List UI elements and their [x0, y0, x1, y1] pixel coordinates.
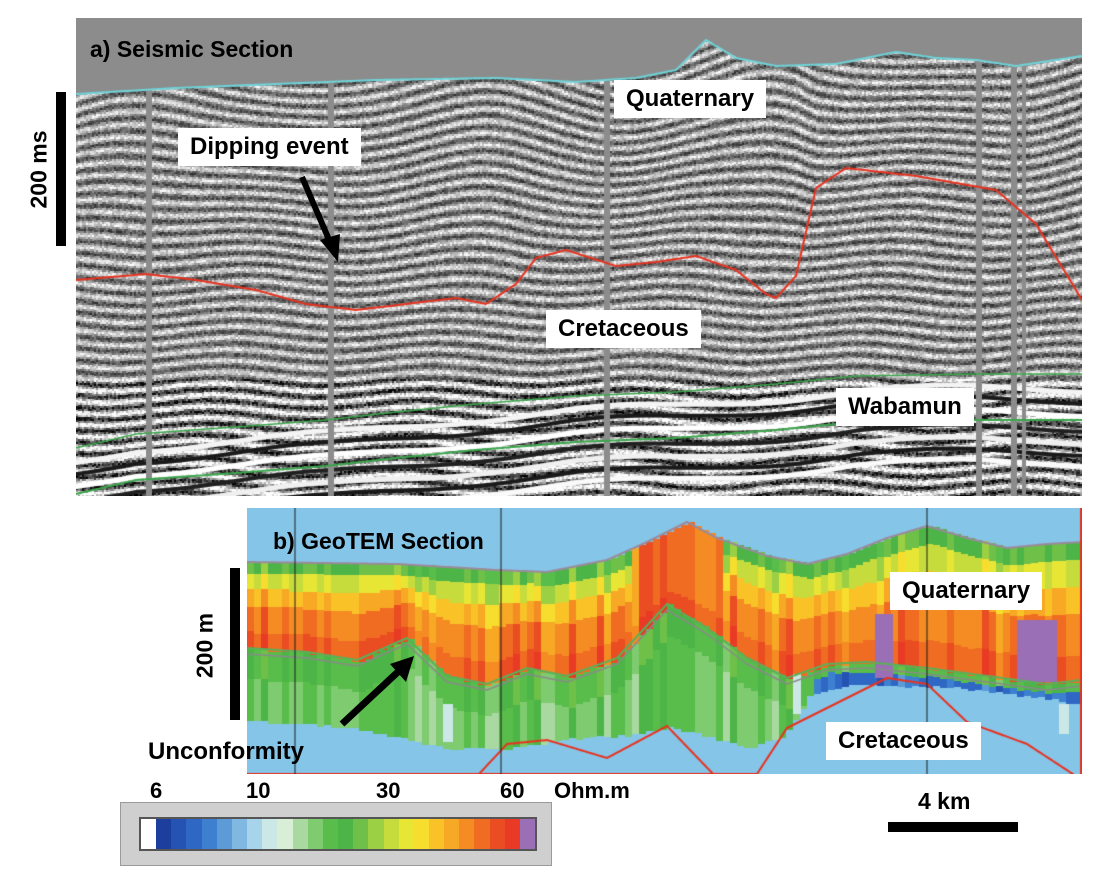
- depth-scale-label: 200 m: [191, 612, 218, 679]
- colorbar-swatch: [156, 819, 172, 849]
- depth-scale-bar: [230, 568, 240, 720]
- colorbar-swatch: [428, 819, 445, 849]
- colorbar-swatch: [413, 819, 429, 849]
- colorbar-swatch: [459, 819, 475, 849]
- colorbar-swatch: [353, 819, 369, 849]
- distance-scale-label: 4 km: [918, 788, 971, 814]
- colorbar-swatch: [474, 819, 490, 849]
- colorbar-tick: 6: [150, 778, 163, 803]
- dipping-event-label: Dipping event: [178, 128, 361, 166]
- colorbar-swatch: [519, 819, 536, 849]
- colorbar-swatch: [141, 819, 157, 849]
- colorbar-swatch: [307, 819, 323, 849]
- colorbar-swatch: [322, 819, 339, 849]
- colorbar-swatch: [338, 819, 354, 849]
- colorbar-tick: 30: [376, 778, 401, 803]
- cretaceous-label-a: Cretaceous: [546, 310, 701, 348]
- colorbar-swatch: [262, 819, 278, 849]
- colorbar-swatch: [504, 819, 520, 849]
- colorbar-tick: 60: [500, 778, 525, 803]
- seismic-title: a) Seismic Section: [90, 36, 294, 62]
- colorbar-swatch: [247, 819, 263, 849]
- quaternary-label-b: Quaternary: [890, 572, 1043, 610]
- colorbar-swatch: [231, 819, 248, 849]
- unconformity-label: Unconformity: [148, 738, 304, 765]
- colorbar-swatch: [186, 819, 202, 849]
- colorbar-swatch: [368, 819, 384, 849]
- colorbar-swatch: [292, 819, 308, 849]
- colorbar-swatch: [398, 819, 414, 849]
- quaternary-label-a: Quaternary: [614, 80, 767, 118]
- colorbar-unit: Ohm.m: [554, 778, 630, 803]
- time-scale-label: 200 ms: [25, 130, 52, 209]
- colorbar-swatch: [383, 819, 399, 849]
- colorbar-swatch: [216, 819, 232, 849]
- distance-scale-bar: [888, 822, 1018, 832]
- colorbar-swatch: [444, 819, 460, 849]
- colorbar-swatch: [489, 819, 505, 849]
- cretaceous-label-b: Cretaceous: [826, 722, 981, 760]
- colorbar-swatch: [171, 819, 187, 849]
- colorbar-swatch: [277, 819, 293, 849]
- resistivity-colorbar: [139, 817, 537, 851]
- geotem-title: b) GeoTEM Section: [273, 528, 484, 554]
- colorbar-swatch: [201, 819, 217, 849]
- colorbar-tick: 10: [246, 778, 271, 803]
- wabamun-label: Wabamun: [836, 388, 974, 426]
- time-scale-bar: [56, 92, 66, 246]
